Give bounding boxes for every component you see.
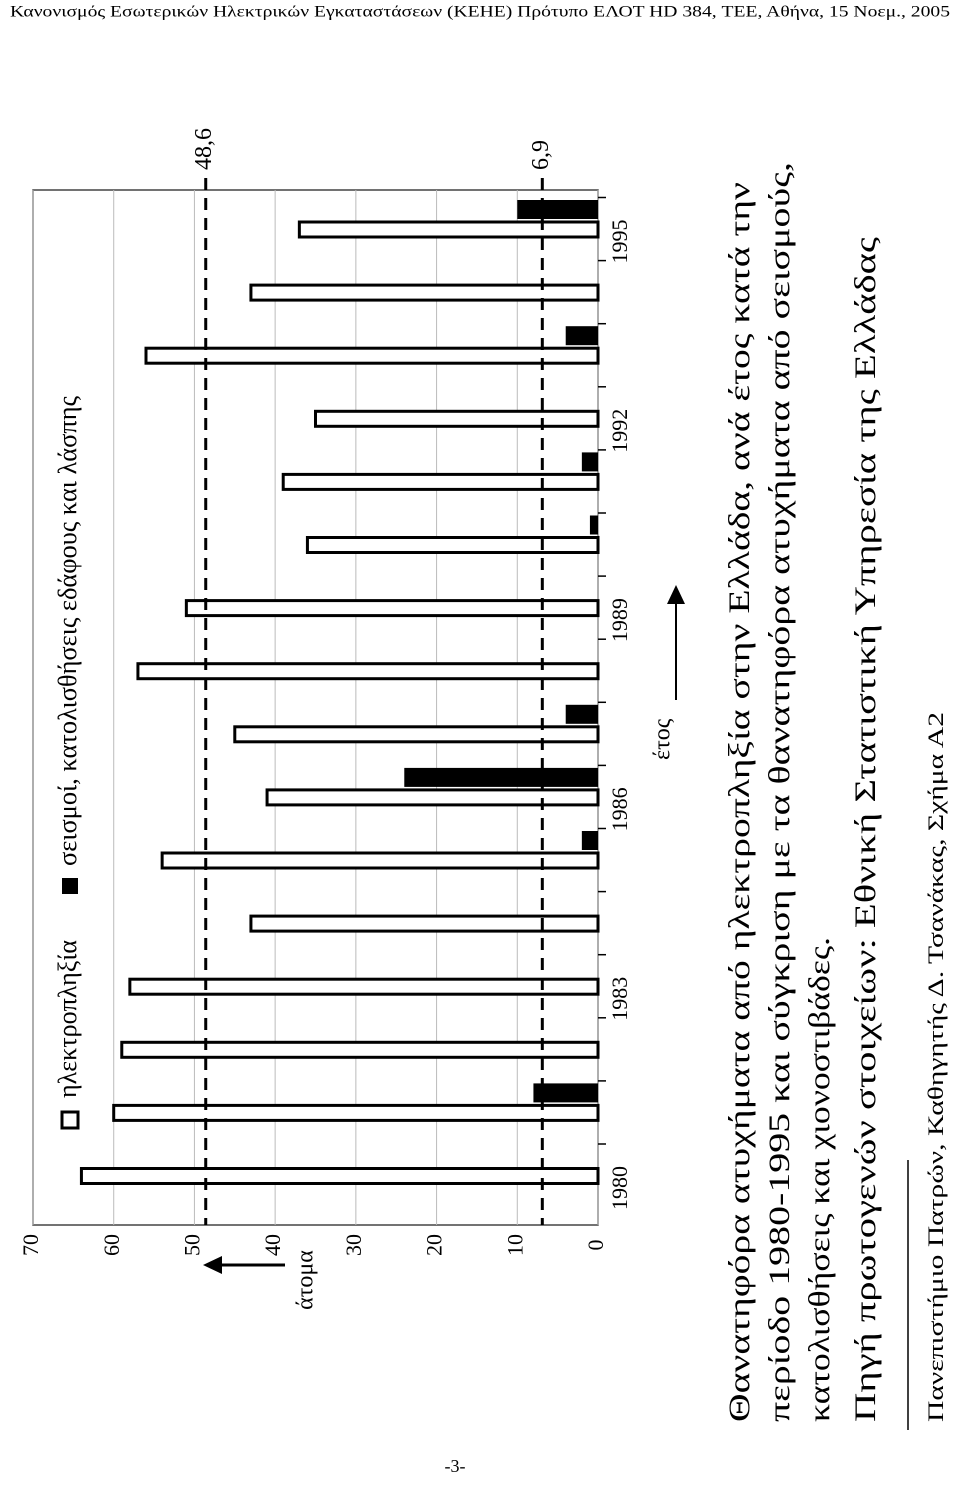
y-tick-label: 40 [260,1234,285,1256]
bar [79,1167,600,1185]
bar [581,452,598,472]
y-tick-label: 20 [422,1234,447,1256]
x-tick-label: 1992 [607,409,632,453]
caption-line: περίοδο 1980-1995 και σύγκριση με τα θαν… [763,162,796,1422]
bar [249,914,600,933]
reference-label: 6,9 [528,140,554,170]
page-number: -3- [445,1456,466,1476]
y-tick-label: 60 [99,1234,124,1256]
x-arrowhead [667,585,685,604]
bar [565,326,598,346]
y-tick-label: 10 [502,1234,527,1256]
y-tick-label: 70 [18,1234,43,1256]
bar [128,977,600,996]
caption-line: Πηγή πρωτογενών στοιχείων: Εθνική Στατισ… [849,237,882,1422]
x-tick-label: 1986 [607,787,632,831]
bar [112,1103,600,1122]
x-tick-label: 1980 [607,1166,632,1210]
bar [249,283,600,302]
x-tick-label: 1983 [607,977,632,1021]
y-tick-label: 50 [179,1234,204,1256]
bar [120,1040,600,1059]
bar [160,851,600,870]
legend-label: σεισμοί, κατολισθήσεις εδάφους και λάσπη… [53,395,82,866]
bar [136,662,600,681]
y-axis-label: άτομα [293,1250,319,1310]
bar [265,788,600,807]
bar [305,536,600,554]
caption-line: Θανατηφόρα ατυχήματα από ηλεκτροπληξία σ… [723,182,756,1422]
footer: Πανεπιστήμιο Πατρών, Καθηγητής Δ. Τσανάκ… [923,712,948,1422]
bar [297,220,600,239]
bar [233,725,600,744]
reference-label: 48,6 [191,128,217,170]
bar [565,704,598,724]
legend-swatch [62,878,78,894]
y-tick-label: 0 [583,1240,608,1251]
bar [533,1083,598,1103]
bar [589,515,598,535]
bar [314,409,600,428]
y-arrowhead [203,1256,222,1274]
x-tick-label: 1989 [607,598,632,642]
legend-label: ηλεκτροπληξία [53,940,82,1098]
legend-swatch [60,1110,80,1130]
bar [581,831,598,850]
x-tick-label: 1995 [607,220,632,264]
y-tick-label: 30 [341,1234,366,1256]
bar [184,599,600,618]
header: Κανονισμός Εσωτερικών Ηλεκτρικών Εγκατασ… [10,4,950,21]
caption-line: κατολισθήσεις και χιονοστιβάδες. [803,937,836,1422]
x-axis-label: έτος [650,718,676,760]
bar [517,200,598,219]
plot-frame [32,189,599,1226]
bar [144,346,600,365]
bar [404,767,598,787]
bar [281,472,600,491]
